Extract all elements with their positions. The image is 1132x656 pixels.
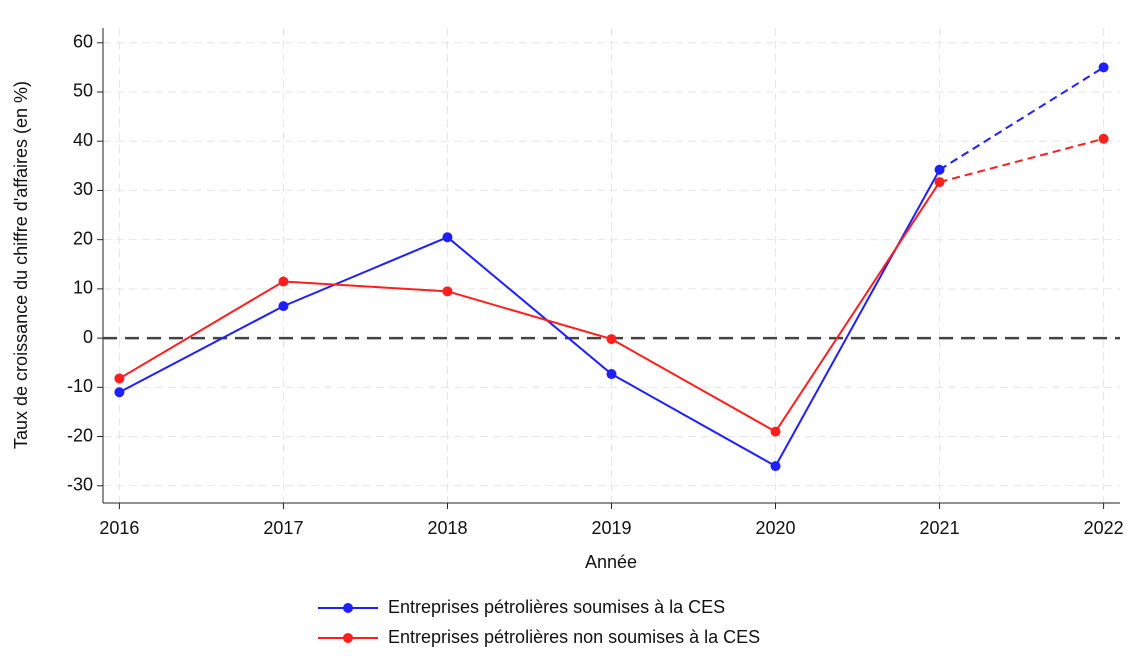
point — [606, 334, 617, 345]
y-tick-label: 50 — [73, 81, 93, 101]
legend-marker — [343, 603, 353, 613]
y-tick-label: -10 — [67, 376, 93, 396]
legend-label: Entreprises pétrolières soumises à la CE… — [388, 597, 725, 617]
series-line-dashed — [939, 66, 1105, 171]
x-tick-label: 2019 — [591, 518, 631, 538]
series-line-dashed — [939, 137, 1104, 184]
y-tick-label: 60 — [73, 32, 93, 52]
y-tick-label: 10 — [73, 278, 93, 298]
y-tick-label: -20 — [67, 425, 93, 445]
point — [1098, 62, 1109, 73]
point — [442, 286, 453, 297]
point — [114, 373, 125, 384]
y-axis-title: Taux de croissance du chiffre d'affaires… — [11, 81, 31, 449]
point — [934, 177, 945, 188]
y-tick-label: 40 — [73, 130, 93, 150]
point — [934, 164, 945, 175]
x-tick-label: 2017 — [263, 518, 303, 538]
point — [1098, 133, 1109, 144]
point — [114, 387, 125, 398]
point — [278, 276, 289, 287]
point — [770, 426, 781, 437]
point — [770, 461, 781, 472]
series-line — [118, 181, 941, 433]
x-tick-label: 2020 — [756, 518, 796, 538]
legend-marker — [343, 633, 353, 643]
legend-label: Entreprises pétrolières non soumises à l… — [388, 627, 760, 647]
y-tick-label: -30 — [67, 475, 93, 495]
x-axis-title: Année — [585, 552, 637, 572]
y-tick-label: 20 — [73, 228, 93, 248]
y-tick-label: 0 — [83, 327, 93, 347]
x-tick-label: 2018 — [427, 518, 467, 538]
x-tick-label: 2016 — [99, 518, 139, 538]
x-tick-label: 2021 — [920, 518, 960, 538]
point — [606, 369, 617, 380]
x-tick-label: 2022 — [1084, 518, 1124, 538]
point — [278, 301, 289, 312]
y-tick-label: 30 — [73, 179, 93, 199]
point — [442, 232, 453, 243]
series-line — [118, 169, 941, 468]
